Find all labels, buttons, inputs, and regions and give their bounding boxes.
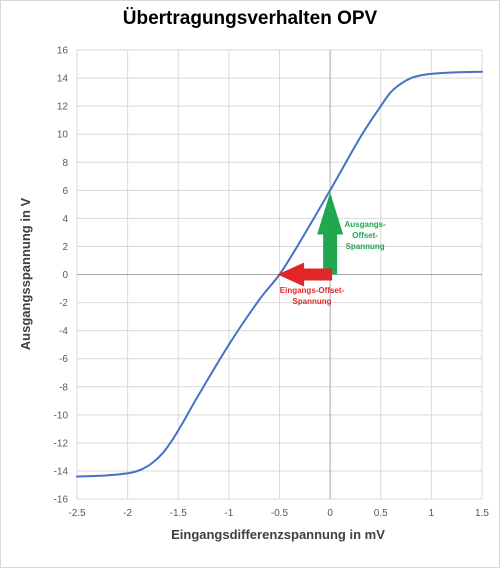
annotation-label-output-offset: Ausgangs- [344, 220, 386, 229]
annotation-layer: Ausgangs- Offset- Spannung Eingangs-Offset-… [277, 192, 386, 306]
y-tick-label: 4 [62, 214, 68, 225]
y-axis-ticks: -16 -14 -12 -10 -8 -6 -4 -2 0 2 4 6 8 10 12 14 16 [54, 46, 69, 506]
chart-title: Übertragungsverhalten OPV [122, 8, 378, 29]
y-tick-label: -2 [59, 298, 68, 309]
y-tick-label: -4 [59, 326, 68, 337]
y-tick-label: -6 [59, 354, 68, 365]
x-tick-label: -1.5 [170, 508, 188, 519]
y-tick-label: 12 [57, 102, 69, 113]
y-tick-label: -12 [54, 438, 69, 449]
y-tick-label: 2 [62, 242, 68, 253]
x-tick-label: 0.5 [374, 508, 388, 519]
x-tick-label: 1.5 [475, 508, 489, 519]
annotation-label-input-offset: Spannung [292, 297, 331, 306]
y-tick-label: 8 [62, 158, 68, 169]
x-tick-label: -0.5 [271, 508, 289, 519]
y-tick-label: -14 [54, 466, 69, 477]
x-axis-ticks: -2.5 -2 -1.5 -1 -0.5 0 0.5 1 1.5 [68, 508, 489, 519]
x-tick-label: -2.5 [68, 508, 86, 519]
series-line [76, 70, 483, 478]
offset-arrow-head-green [317, 192, 344, 235]
series-layer [76, 70, 483, 478]
offset-arrow-head-red [277, 262, 305, 287]
y-tick-label: -8 [59, 382, 68, 393]
annotation-label-input-offset: Eingangs-Offset- [280, 286, 345, 295]
x-axis-title: Eingangsdifferenzspannung in mV [171, 527, 385, 542]
y-tick-label: 14 [57, 74, 69, 85]
x-tick-label: 0 [327, 508, 333, 519]
x-tick-label: -1 [224, 508, 233, 519]
x-tick-label: 1 [429, 508, 435, 519]
annotation-label-output-offset: Offset- [352, 231, 378, 240]
y-tick-label: 16 [57, 46, 69, 57]
y-tick-label: 0 [62, 270, 68, 281]
x-tick-label: -2 [123, 508, 132, 519]
y-tick-label: 10 [57, 130, 69, 141]
offset-arrow-shaft-red [302, 268, 333, 281]
y-tick-label: -10 [54, 410, 69, 421]
y-tick-label: 6 [62, 186, 68, 197]
y-axis-title: Ausgangsspannung in V [18, 197, 33, 350]
offset-arrow-shaft-green [323, 232, 338, 275]
y-tick-label: -16 [54, 495, 69, 506]
annotation-label-output-offset: Spannung [346, 242, 385, 251]
